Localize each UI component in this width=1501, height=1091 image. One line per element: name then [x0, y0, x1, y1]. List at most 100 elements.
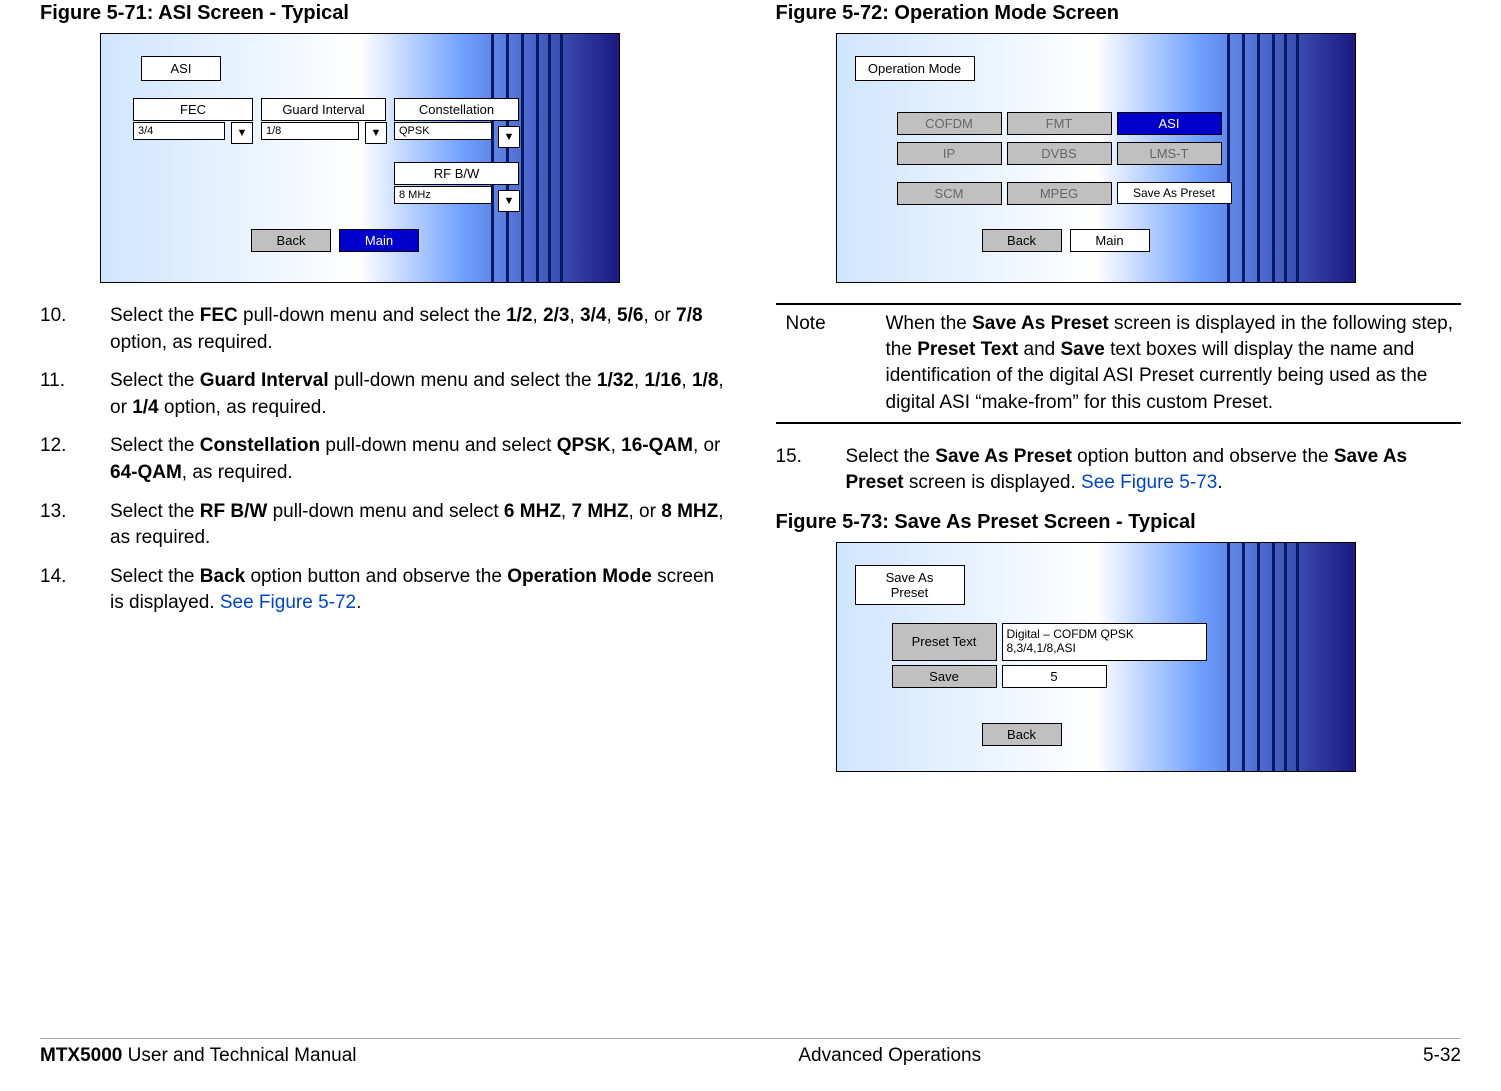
asi-title: ASI [141, 56, 221, 81]
footer-title: User and Technical Manual [122, 1045, 356, 1066]
text: 7 MHZ [571, 501, 628, 522]
constellation-value: QPSK [394, 122, 492, 140]
text: option button and observe the [245, 566, 507, 587]
asi-screen: ASI FEC Guard Interval Constellation 3/4… [100, 33, 620, 283]
rfbw-dropdown[interactable]: ▼ [498, 190, 520, 212]
step-15: 15. Select the Save As Preset option but… [776, 444, 1462, 497]
text: option, as required. [110, 332, 273, 353]
step-13: 13. Select the RF B/W pull-down menu and… [40, 499, 726, 552]
text: Operation Mode [507, 566, 652, 587]
text: pull-down menu and select the [238, 305, 506, 326]
chevron-down-icon: ▼ [237, 127, 248, 139]
text: 1/32 [597, 370, 634, 391]
chevron-down-icon: ▼ [371, 127, 382, 139]
text: 64-QAM [110, 462, 182, 483]
instruction-list-left: 10. Select the FEC pull-down menu and se… [40, 303, 726, 617]
figure-link[interactable]: See Figure 5-72 [220, 592, 356, 613]
footer-product: MTX5000 [40, 1045, 122, 1066]
text: 3/4 [580, 305, 606, 326]
text: , or [693, 435, 720, 456]
footer-left: MTX5000 User and Technical Manual [40, 1045, 357, 1067]
text: , [681, 370, 692, 391]
scm-button[interactable]: SCM [897, 182, 1002, 205]
decor-bar [1272, 543, 1275, 771]
text: 5/6 [617, 305, 643, 326]
fec-label: FEC [133, 98, 253, 121]
text: Save As Preset [935, 446, 1072, 467]
rfbw-value: 8 MHz [394, 186, 492, 204]
page-footer: MTX5000 User and Technical Manual Advanc… [40, 1038, 1461, 1067]
rfbw-label: RF B/W [394, 162, 519, 185]
text: Preset Text [917, 339, 1018, 360]
footer-page: 5-32 [1423, 1045, 1461, 1067]
back-button[interactable]: Back [982, 229, 1062, 252]
decor-bar [560, 34, 563, 282]
main-button[interactable]: Main [339, 229, 419, 252]
fig73-caption: Figure 5-73: Save As Preset Screen - Typ… [776, 511, 1462, 534]
text: 8 MHZ [661, 501, 718, 522]
text: When the [886, 313, 973, 334]
guard-label: Guard Interval [261, 98, 386, 121]
decor-bar [1284, 543, 1287, 771]
text: screen is displayed. [904, 472, 1081, 493]
preset-text-value[interactable]: Digital – COFDM QPSK 8,3/4,1/8,ASI [1002, 623, 1207, 661]
step-10: 10. Select the FEC pull-down menu and se… [40, 303, 726, 356]
decor-bar [1272, 34, 1275, 282]
main-button[interactable]: Main [1070, 229, 1150, 252]
back-button[interactable]: Back [251, 229, 331, 252]
guard-dropdown[interactable]: ▼ [365, 122, 387, 144]
fec-dropdown[interactable]: ▼ [231, 122, 253, 144]
decor-bar [548, 34, 551, 282]
opmode-screen: Operation Mode COFDM FMT ASI IP DVBS LMS… [836, 33, 1356, 283]
figure-link[interactable]: See Figure 5-73 [1081, 472, 1217, 493]
decor-bar [1284, 34, 1287, 282]
guard-value: 1/8 [261, 122, 359, 140]
fmt-button[interactable]: FMT [1007, 112, 1112, 135]
text: option, as required. [159, 397, 327, 418]
instruction-list-right: 15. Select the Save As Preset option but… [776, 444, 1462, 497]
footer-center: Advanced Operations [798, 1045, 981, 1067]
decor-bar [1242, 543, 1245, 771]
step-number: 12. [40, 433, 110, 486]
text: 2/3 [543, 305, 569, 326]
text: Constellation [200, 435, 320, 456]
text: pull-down menu and select [320, 435, 557, 456]
lmst-button[interactable]: LMS-T [1117, 142, 1222, 165]
constellation-dropdown[interactable]: ▼ [498, 126, 520, 148]
step-number: 10. [40, 303, 110, 356]
decor-bar [1227, 34, 1230, 282]
ip-button[interactable]: IP [897, 142, 1002, 165]
save-as-preset-button[interactable]: Save As Preset [1117, 182, 1232, 204]
text: Select the [110, 305, 200, 326]
dvbs-button[interactable]: DVBS [1007, 142, 1112, 165]
asi-button[interactable]: ASI [1117, 112, 1222, 135]
step-number: 14. [40, 564, 110, 617]
text: 1/4 [132, 397, 158, 418]
back-button[interactable]: Back [982, 723, 1062, 746]
fig71-caption: Figure 5-71: ASI Screen - Typical [40, 2, 726, 25]
mpeg-button[interactable]: MPEG [1007, 182, 1112, 205]
text: 1/2 [506, 305, 532, 326]
decor-bar [521, 34, 524, 282]
text: . [356, 592, 361, 613]
cofdm-button[interactable]: COFDM [897, 112, 1002, 135]
note-label: Note [776, 311, 886, 416]
preset-text-label: Preset Text [892, 623, 997, 661]
text: Select the [110, 501, 200, 522]
text: and [1018, 339, 1060, 360]
text: pull-down menu and select the [329, 370, 597, 391]
text: pull-down menu and select [267, 501, 504, 522]
decor-bar [1242, 34, 1245, 282]
decor-bar [1296, 34, 1299, 282]
text: , [532, 305, 543, 326]
text: FEC [200, 305, 238, 326]
note-block: Note When the Save As Preset screen is d… [776, 303, 1462, 424]
text: option button and observe the [1072, 446, 1334, 467]
step-11: 11. Select the Guard Interval pull-down … [40, 368, 726, 421]
text: , or [643, 305, 676, 326]
text: Select the [110, 435, 200, 456]
save-label: Save [892, 665, 997, 688]
text: , [561, 501, 572, 522]
save-value[interactable]: 5 [1002, 665, 1107, 688]
text: 1/16 [644, 370, 681, 391]
